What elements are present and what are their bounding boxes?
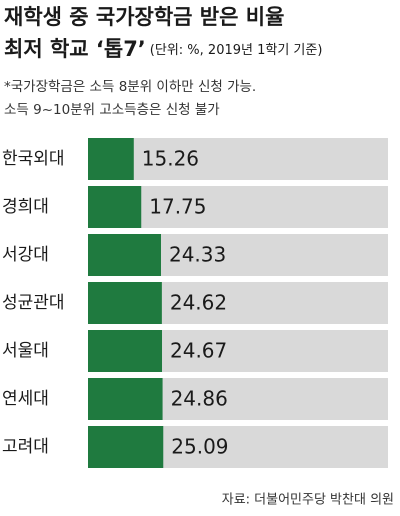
category-label: 한국외대	[2, 149, 65, 169]
chart-title: 최저 학교 ‘톱7’	[4, 37, 146, 61]
bar	[88, 138, 134, 180]
bar	[88, 282, 162, 324]
category-label: 서울대	[2, 341, 49, 361]
bar	[88, 378, 163, 420]
note: *국가장학금은 소득 8분위 이하만 신청 가능.	[4, 79, 256, 95]
category-label: 경희대	[2, 197, 49, 217]
bar	[88, 330, 163, 372]
bar	[88, 426, 164, 468]
value-label: 24.67	[170, 339, 227, 363]
value-label: 15.26	[142, 147, 199, 171]
category-label: 서강대	[2, 245, 49, 265]
value-label: 24.62	[170, 291, 227, 315]
category-label: 고려대	[2, 437, 49, 457]
chart-title-line: 최저 학교 ‘톱7’ (단위: %, 2019년 1학기 기준)	[4, 37, 322, 61]
value-label: 24.86	[171, 387, 228, 411]
note: 소득 9~10분위 고소득층은 신청 불가	[4, 102, 220, 118]
bar	[88, 186, 142, 228]
value-label: 24.33	[169, 243, 226, 267]
category-label: 성균관대	[2, 293, 65, 313]
value-label: 17.75	[149, 195, 206, 219]
bar	[88, 234, 161, 276]
bar-track	[88, 138, 388, 180]
chart-title: 재학생 중 국가장학금 받은 비율	[4, 5, 284, 29]
category-label: 연세대	[2, 389, 49, 409]
source: 자료: 더불어민주당 박찬대 의원	[222, 493, 394, 508]
unit-note: (단위: %, 2019년 1학기 기준)	[150, 43, 323, 58]
value-label: 25.09	[171, 435, 228, 459]
